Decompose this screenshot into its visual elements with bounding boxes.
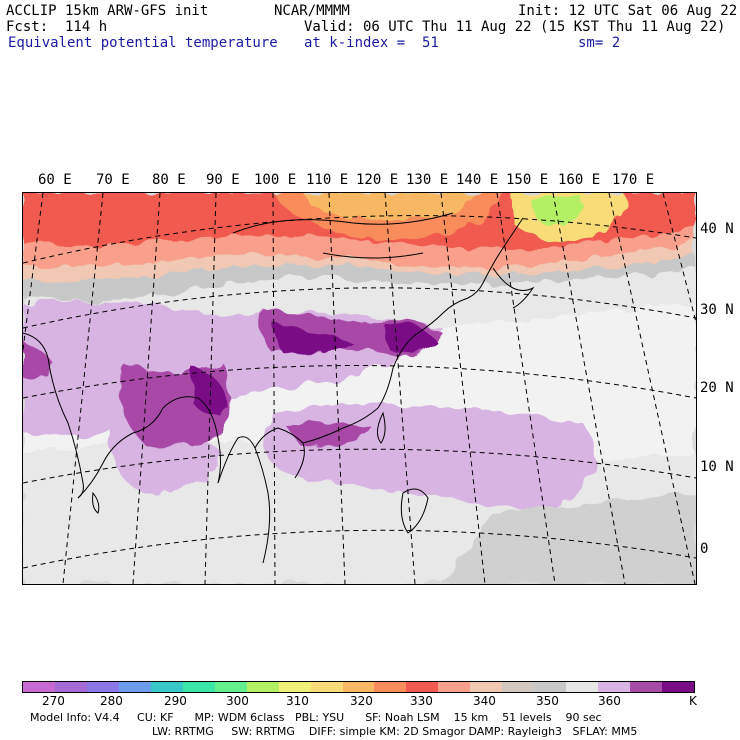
longitude-label: 120 E [356,172,399,188]
longitude-label: 130 E [406,172,449,188]
colorbar-swatch [214,682,247,692]
colorbar-tick-label: 270 [42,694,65,708]
longitude-label: 100 E [254,172,297,188]
colorbar [22,681,695,693]
field-name: Equivalent potential temperature [8,35,278,51]
colorbar-tick-label: K [689,694,697,708]
org-label: NCAR/MMMM [274,3,350,19]
colorbar-tick-label: 330 [410,694,433,708]
colorbar-tick-label: 310 [286,694,309,708]
colorbar-tick-label: 320 [350,694,373,708]
colorbar-swatch [502,682,535,692]
colorbar-swatch [438,682,471,692]
map-panel [22,192,697,585]
latitude-label: 20 N [700,380,734,396]
footer-line-1: Model Info: V4.4 CU: KF MP: WDM 6class P… [30,711,602,724]
longitude-label: 110 E [306,172,349,188]
colorbar-swatch [182,682,215,692]
graticule [23,193,696,584]
colorbar-tick-label: 350 [536,694,559,708]
colorbar-swatch [150,682,183,692]
colorbar-swatch [598,682,631,692]
longitude-label: 150 E [506,172,549,188]
colorbar-swatch [54,682,87,692]
colorbar-swatch [406,682,439,692]
latitude-label: 10 N [700,459,734,475]
colorbar-swatch [374,682,407,692]
longitude-label: 60 E [38,172,72,188]
colorbar-swatch [342,682,375,692]
longitude-label: 70 E [96,172,130,188]
colorbar-swatch [534,682,567,692]
colorbar-swatch [470,682,503,692]
latitude-label: 40 N [700,221,734,237]
forecast-hour: Fcst: 114 h [6,19,108,35]
colorbar-swatch [118,682,151,692]
colorbar-tick-label: 300 [226,694,249,708]
longitude-label: 140 E [456,172,499,188]
model-title: ACCLIP 15km ARW-GFS init [6,3,209,19]
colorbar-swatch [630,682,663,692]
colorbar-swatch [86,682,119,692]
level-label: at k-index = 51 [304,35,439,51]
map-svg [23,193,696,584]
longitude-label: 160 E [558,172,601,188]
colorbar-swatch [662,682,695,692]
smoothing-label: sm= 2 [578,35,621,51]
longitude-label: 90 E [206,172,240,188]
colorbar-tick-label: 340 [473,694,496,708]
colorbar-swatch [246,682,279,692]
init-time: Init: 12 UTC Sat 06 Aug 22 [518,3,738,19]
field-shading [23,193,696,584]
latitude-label: 0 [700,541,709,557]
longitude-label: 170 E [612,172,655,188]
latitude-label: 30 N [700,302,734,318]
colorbar-tick-label: 290 [164,694,187,708]
longitude-label: 80 E [152,172,186,188]
colorbar-swatch [566,682,599,692]
colorbar-tick-label: 360 [598,694,621,708]
colorbar-swatch [310,682,343,692]
footer-line-2: LW: RRTMG SW: RRTMG DIFF: simple KM: 2D … [152,725,638,738]
colorbar-swatch [23,682,55,692]
coastlines [23,212,535,564]
colorbar-tick-label: 280 [100,694,123,708]
valid-time: Valid: 06 UTC Thu 11 Aug 22 (15 KST Thu … [304,19,726,35]
colorbar-swatch [278,682,311,692]
